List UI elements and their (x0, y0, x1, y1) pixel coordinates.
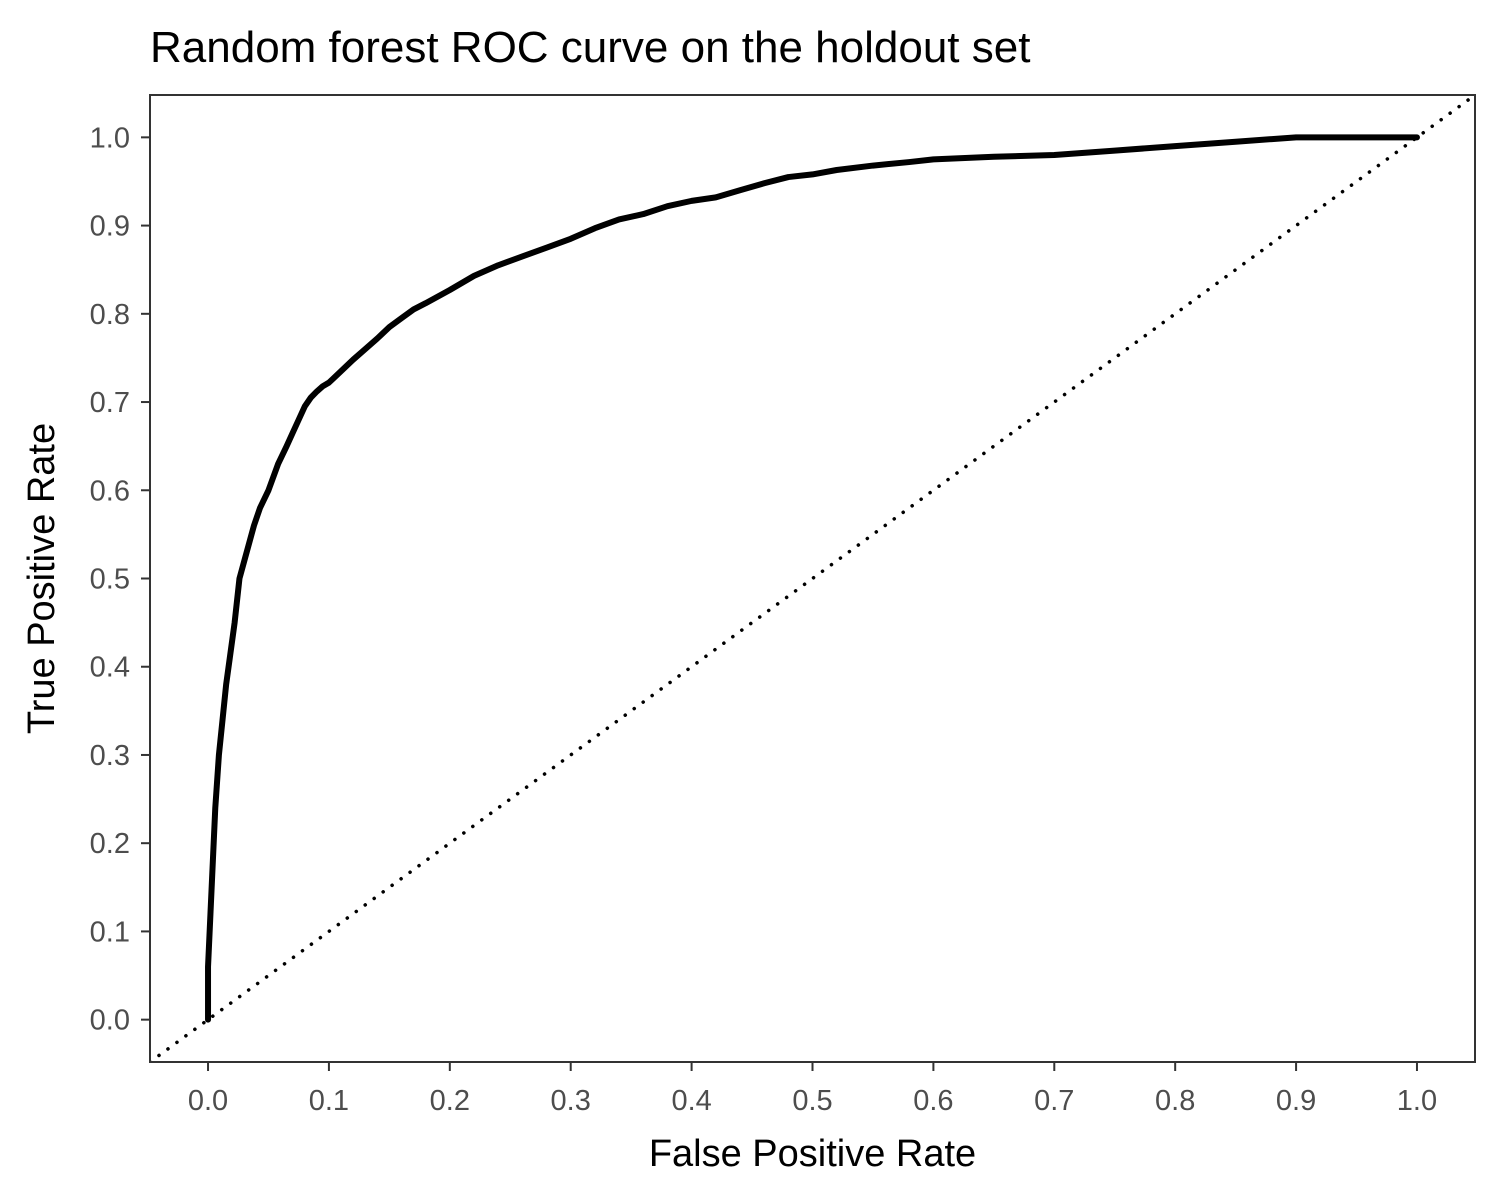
x-axis-label: False Positive Rate (649, 1133, 976, 1175)
x-tick-label: 0.6 (913, 1085, 953, 1117)
y-tick-label: 0.3 (90, 740, 130, 772)
y-tick-label: 0.9 (90, 211, 130, 243)
y-tick-label: 0.6 (90, 475, 130, 507)
reference-diagonal-line (150, 95, 1475, 1062)
chart-title: Random forest ROC curve on the holdout s… (150, 23, 1030, 72)
x-tick-label: 0.8 (1155, 1085, 1195, 1117)
x-tick-label: 0.9 (1276, 1085, 1316, 1117)
x-tick-label: 0.0 (188, 1085, 228, 1117)
x-tick-label: 0.4 (671, 1085, 711, 1117)
y-tick-label: 0.8 (90, 299, 130, 331)
panel-border (149, 94, 1476, 1063)
x-tick-label: 0.1 (309, 1085, 349, 1117)
roc-curve-line (205, 134, 1420, 1023)
y-tick-label: 0.7 (90, 387, 130, 419)
plot-area (150, 95, 1475, 1062)
y-axis-label: True Positive Rate (21, 423, 63, 734)
x-tick-label: 0.3 (551, 1085, 591, 1117)
y-tick-label: 1.0 (90, 122, 130, 154)
y-tick-label: 0.2 (90, 828, 130, 860)
y-tick-label: 0.0 (90, 1005, 130, 1037)
y-tick-label: 0.4 (90, 652, 130, 684)
y-tick-label: 0.1 (90, 916, 130, 948)
y-tick-label: 0.5 (90, 564, 130, 596)
x-tick-label: 0.7 (1034, 1085, 1074, 1117)
axis-ticks: 0.0 0.1 0.2 0.3 0.4 0.5 0.6 0.7 0.8 0.9 1.0 0.0 0.1 0… (90, 122, 1437, 1117)
x-tick-label: 0.5 (792, 1085, 832, 1117)
x-tick-label: 1.0 (1397, 1085, 1437, 1117)
x-tick-label: 0.2 (430, 1085, 470, 1117)
